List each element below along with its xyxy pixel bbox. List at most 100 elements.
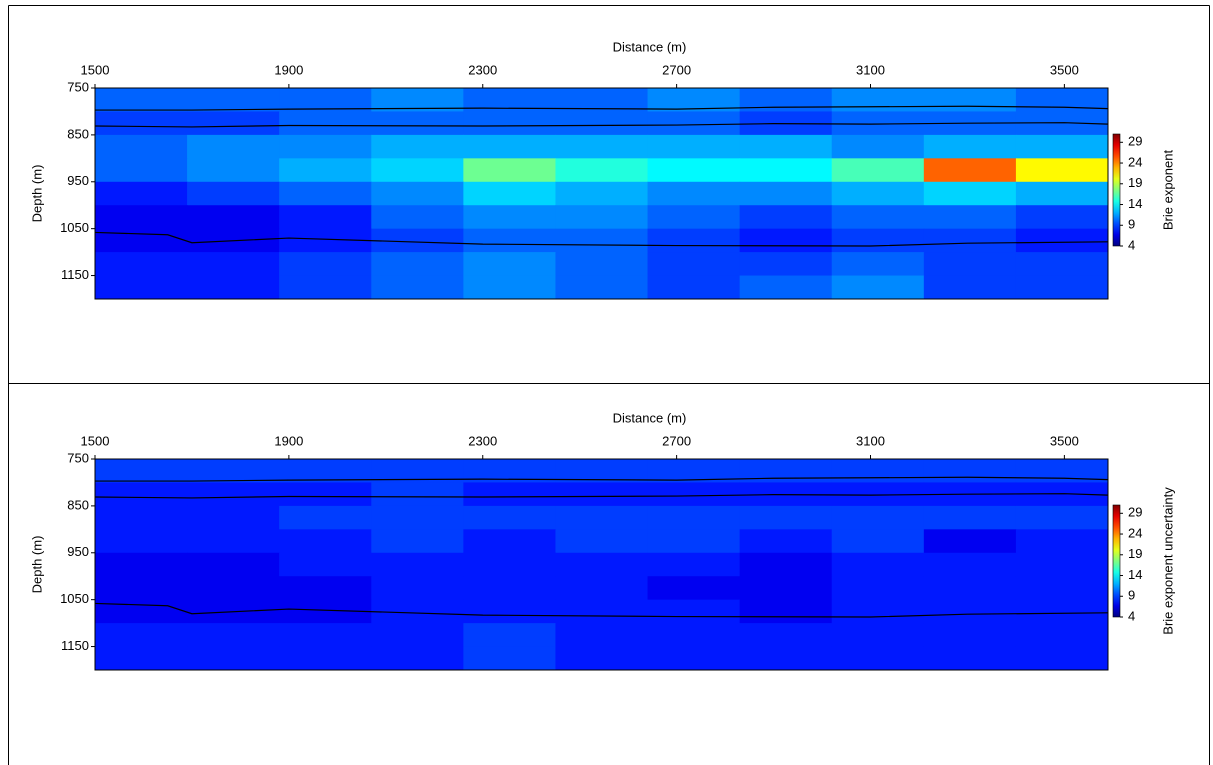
heat-cell <box>463 229 556 253</box>
heat-cell <box>187 482 280 506</box>
heat-cell <box>463 205 556 229</box>
heat-cell <box>187 88 280 112</box>
heat-cell <box>1016 553 1109 577</box>
heat-cell <box>740 459 833 483</box>
heat-cell <box>463 252 556 276</box>
heat-cell <box>95 252 188 276</box>
x-tick-label: 2700 <box>662 433 691 448</box>
heat-cell <box>648 276 741 300</box>
heat-cell <box>740 506 833 530</box>
heat-cell <box>924 553 1017 577</box>
colorbar-tick-label: 24 <box>1128 154 1142 169</box>
colorbar-tick-label: 9 <box>1128 588 1135 603</box>
heat-cell <box>832 135 925 159</box>
heat-cell <box>95 459 188 483</box>
colorbar <box>1113 134 1120 246</box>
colorbar-tick-label: 29 <box>1128 134 1142 149</box>
heat-cell <box>648 135 741 159</box>
heat-cell <box>648 553 741 577</box>
x-tick-label: 2700 <box>662 62 691 77</box>
x-tick-label: 3100 <box>856 62 885 77</box>
heat-cell <box>371 576 464 600</box>
heat-cell <box>648 182 741 206</box>
heat-cell <box>648 600 741 624</box>
heat-cell <box>648 158 741 182</box>
colorbar-tick-label: 9 <box>1128 217 1135 232</box>
heat-cell <box>924 506 1017 530</box>
heat-cell <box>279 553 372 577</box>
heat-cell <box>371 623 464 647</box>
heat-cell <box>371 135 464 159</box>
x-axis-label: Distance (m) <box>613 39 687 54</box>
heat-cell <box>555 205 648 229</box>
heat-cell <box>95 482 188 506</box>
heat-cell <box>279 205 372 229</box>
heat-cell <box>371 182 464 206</box>
heat-cell <box>832 229 925 253</box>
colorbar-label: Brie exponent uncertainty <box>1160 487 1175 635</box>
heat-cell <box>832 529 925 553</box>
heat-cell <box>95 229 188 253</box>
colorbar <box>1113 505 1120 617</box>
heat-cell <box>371 647 464 671</box>
heat-cell <box>463 553 556 577</box>
heat-cell <box>648 529 741 553</box>
x-tick-label: 1900 <box>274 433 303 448</box>
x-tick-label: 2300 <box>468 62 497 77</box>
heat-cell <box>740 623 833 647</box>
heat-cell <box>371 205 464 229</box>
x-tick-label: 2300 <box>468 433 497 448</box>
heat-cell <box>279 135 372 159</box>
heat-cell <box>187 459 280 483</box>
heat-cell <box>1016 623 1109 647</box>
heat-cell <box>832 252 925 276</box>
heat-cell <box>555 158 648 182</box>
x-tick-label: 3500 <box>1050 433 1079 448</box>
heat-cell <box>832 88 925 112</box>
heat-cell <box>279 158 372 182</box>
x-tick-label: 1500 <box>81 62 110 77</box>
heat-cell <box>740 205 833 229</box>
heat-cell <box>555 229 648 253</box>
heat-cell <box>648 576 741 600</box>
heat-cell <box>371 252 464 276</box>
y-tick-label: 1050 <box>60 220 89 235</box>
heat-cell <box>95 158 188 182</box>
heat-cell <box>279 623 372 647</box>
heat-cell <box>279 529 372 553</box>
heat-cell <box>279 576 372 600</box>
heat-cell <box>463 111 556 135</box>
heat-cell <box>95 506 188 530</box>
heat-cell <box>463 135 556 159</box>
y-tick-label: 1150 <box>61 638 89 653</box>
heat-cell <box>555 553 648 577</box>
heat-cell <box>555 252 648 276</box>
heat-cell <box>832 623 925 647</box>
heat-cell <box>740 529 833 553</box>
heat-cell <box>740 88 833 112</box>
colorbar-tick-label: 14 <box>1128 567 1142 582</box>
colorbar-tick-label: 19 <box>1128 546 1142 561</box>
colorbar-tick-label: 4 <box>1128 608 1135 623</box>
heat-cell <box>371 529 464 553</box>
heat-cell <box>555 576 648 600</box>
heat-cell <box>648 623 741 647</box>
heat-cell <box>740 229 833 253</box>
heat-cell <box>555 623 648 647</box>
x-tick-label: 1900 <box>274 62 303 77</box>
heat-cell <box>463 276 556 300</box>
heat-cell <box>279 276 372 300</box>
y-axis-label: Depth (m) <box>29 165 44 223</box>
heat-cell <box>279 252 372 276</box>
heat-cell <box>555 111 648 135</box>
heat-cell <box>648 229 741 253</box>
heat-cell <box>463 600 556 624</box>
heat-cell <box>187 135 280 159</box>
heat-cell <box>279 647 372 671</box>
heat-cell <box>463 529 556 553</box>
heat-cell <box>740 182 833 206</box>
heat-cell <box>95 88 188 112</box>
heat-cell <box>648 252 741 276</box>
heat-cell <box>740 158 833 182</box>
colorbar-tick-label: 24 <box>1128 525 1142 540</box>
